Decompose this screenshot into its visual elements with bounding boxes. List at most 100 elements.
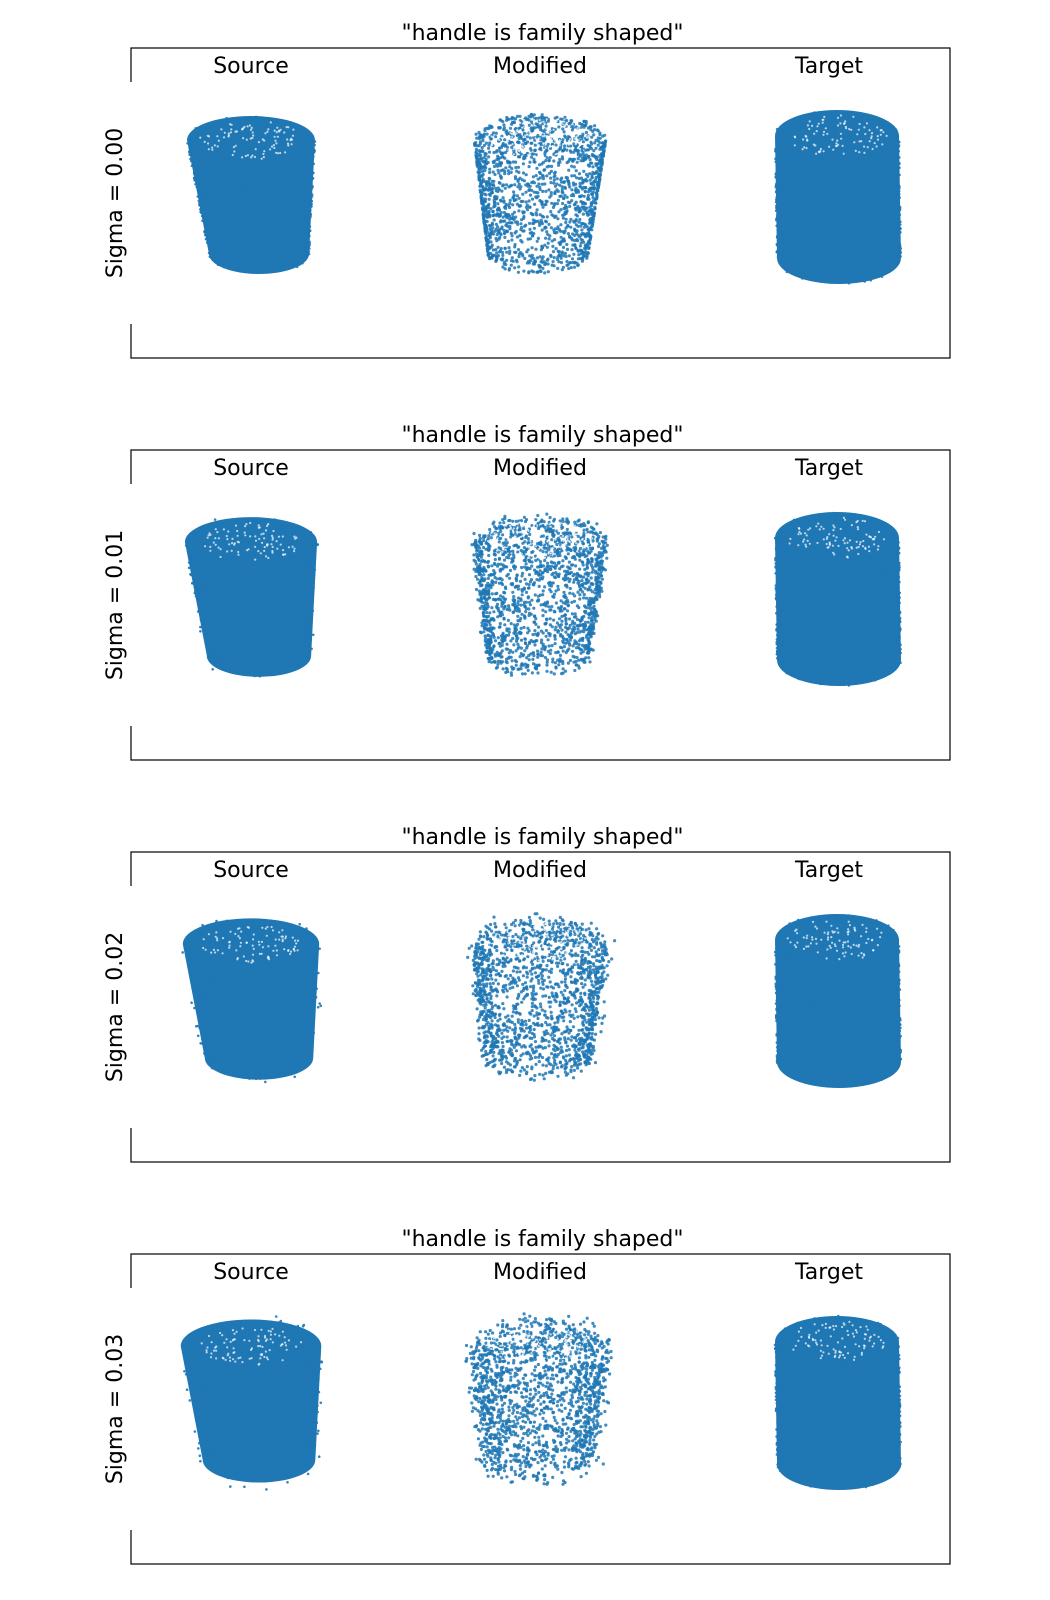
cloud-gap: [262, 156, 265, 159]
cloud-point: [538, 185, 542, 189]
cloud-point: [253, 206, 257, 210]
cloud-point: [561, 667, 565, 671]
cloud-point: [220, 165, 223, 169]
cloud-point: [498, 249, 503, 253]
cloud-point: [224, 208, 227, 212]
cloud-point: [578, 244, 583, 248]
cloud-point: [503, 623, 507, 627]
cloud-point: [850, 144, 853, 147]
cloud-point: [242, 186, 245, 190]
cloud-point: [201, 593, 205, 596]
cloud-point: [485, 219, 489, 224]
cloud-point: [519, 152, 523, 156]
cloud-point: [878, 211, 881, 214]
cloud-point: [581, 254, 586, 258]
cloud-gap: [535, 129, 538, 132]
cloud-point: [553, 184, 558, 188]
cloud-point: [256, 631, 259, 634]
cloud-point: [215, 609, 218, 613]
cloud-point: [831, 210, 834, 213]
cloud-gap: [519, 129, 522, 132]
cloud-point: [574, 169, 578, 173]
cloud-point: [193, 179, 196, 182]
cloud-point: [305, 587, 309, 590]
cloud-point: [520, 565, 524, 570]
cloud-point: [224, 590, 227, 593]
cloud-point: [288, 589, 292, 593]
cloud-point: [294, 579, 298, 582]
cloud-point: [206, 588, 209, 592]
cloud-point: [499, 199, 503, 203]
cloud-point: [501, 155, 505, 159]
cloud-point: [530, 212, 535, 216]
cloud-point: [580, 249, 584, 253]
cloud-point: [304, 614, 308, 617]
cloud-point: [520, 225, 524, 230]
cloud-point: [202, 547, 206, 550]
cloud-point: [291, 601, 294, 604]
cloud-point: [575, 176, 579, 180]
cloud-point: [298, 662, 302, 666]
cloud-gap: [277, 129, 280, 132]
cloud-point: [504, 206, 508, 210]
cloud-gap: [271, 538, 274, 541]
cloud-point: [296, 611, 300, 614]
cloud-point: [897, 189, 901, 193]
cloud-point: [592, 149, 596, 153]
cloud-point: [260, 649, 263, 653]
cloud-point: [299, 634, 303, 638]
cloud-point: [296, 193, 300, 197]
cloud-gap: [282, 549, 285, 552]
cloud-point: [544, 236, 548, 240]
cloud-point: [295, 643, 298, 646]
cloud-gap: [543, 122, 546, 125]
cloud-point: [280, 262, 284, 265]
cloud-point: [590, 142, 594, 146]
cloud-point: [806, 186, 809, 190]
cloud-point: [535, 184, 539, 188]
cloud-point: [287, 240, 291, 243]
cloud-point: [198, 190, 202, 194]
cloud-point: [823, 193, 826, 197]
cloud-point: [793, 147, 796, 151]
cloud-point: [881, 272, 884, 276]
cloud-point: [505, 555, 509, 560]
cloud-point: [523, 153, 527, 157]
cloud-point: [247, 185, 250, 188]
cloud-point: [229, 210, 232, 213]
cloud-point: [512, 121, 516, 125]
cloud-point: [553, 116, 557, 120]
cloud-point: [300, 213, 303, 217]
cloud-point: [488, 141, 492, 145]
cloud-point: [296, 654, 300, 657]
cloud-point: [279, 621, 283, 625]
cloud-point: [512, 599, 516, 603]
cloud-point: [225, 261, 228, 265]
cloud-point: [254, 257, 257, 261]
cloud-point: [489, 240, 493, 244]
cloud-point: [574, 144, 578, 148]
cloud-point: [874, 259, 877, 263]
cloud-point: [221, 609, 224, 612]
cloud-gap: [230, 549, 233, 552]
cloud-point: [222, 625, 225, 629]
cloud-point: [502, 126, 506, 130]
cloud-gap: [231, 542, 234, 545]
cloud-point: [774, 209, 778, 212]
cloud-point: [579, 153, 583, 157]
cloud-gap: [532, 118, 536, 121]
cloud-point: [270, 204, 274, 208]
cloud-point: [576, 257, 581, 261]
cloud-point: [295, 132, 298, 136]
cloud-gap: [545, 118, 548, 121]
cloud-point: [211, 206, 215, 209]
cloud-point: [516, 270, 521, 274]
cloud-point: [877, 145, 881, 149]
cloud-point: [293, 190, 297, 193]
cloud-point: [274, 575, 277, 579]
cloud-point: [214, 593, 217, 596]
cloud-point: [897, 217, 900, 220]
cloud-point: [541, 550, 545, 554]
cloud-point: [896, 135, 900, 138]
cloud-point: [807, 194, 811, 197]
